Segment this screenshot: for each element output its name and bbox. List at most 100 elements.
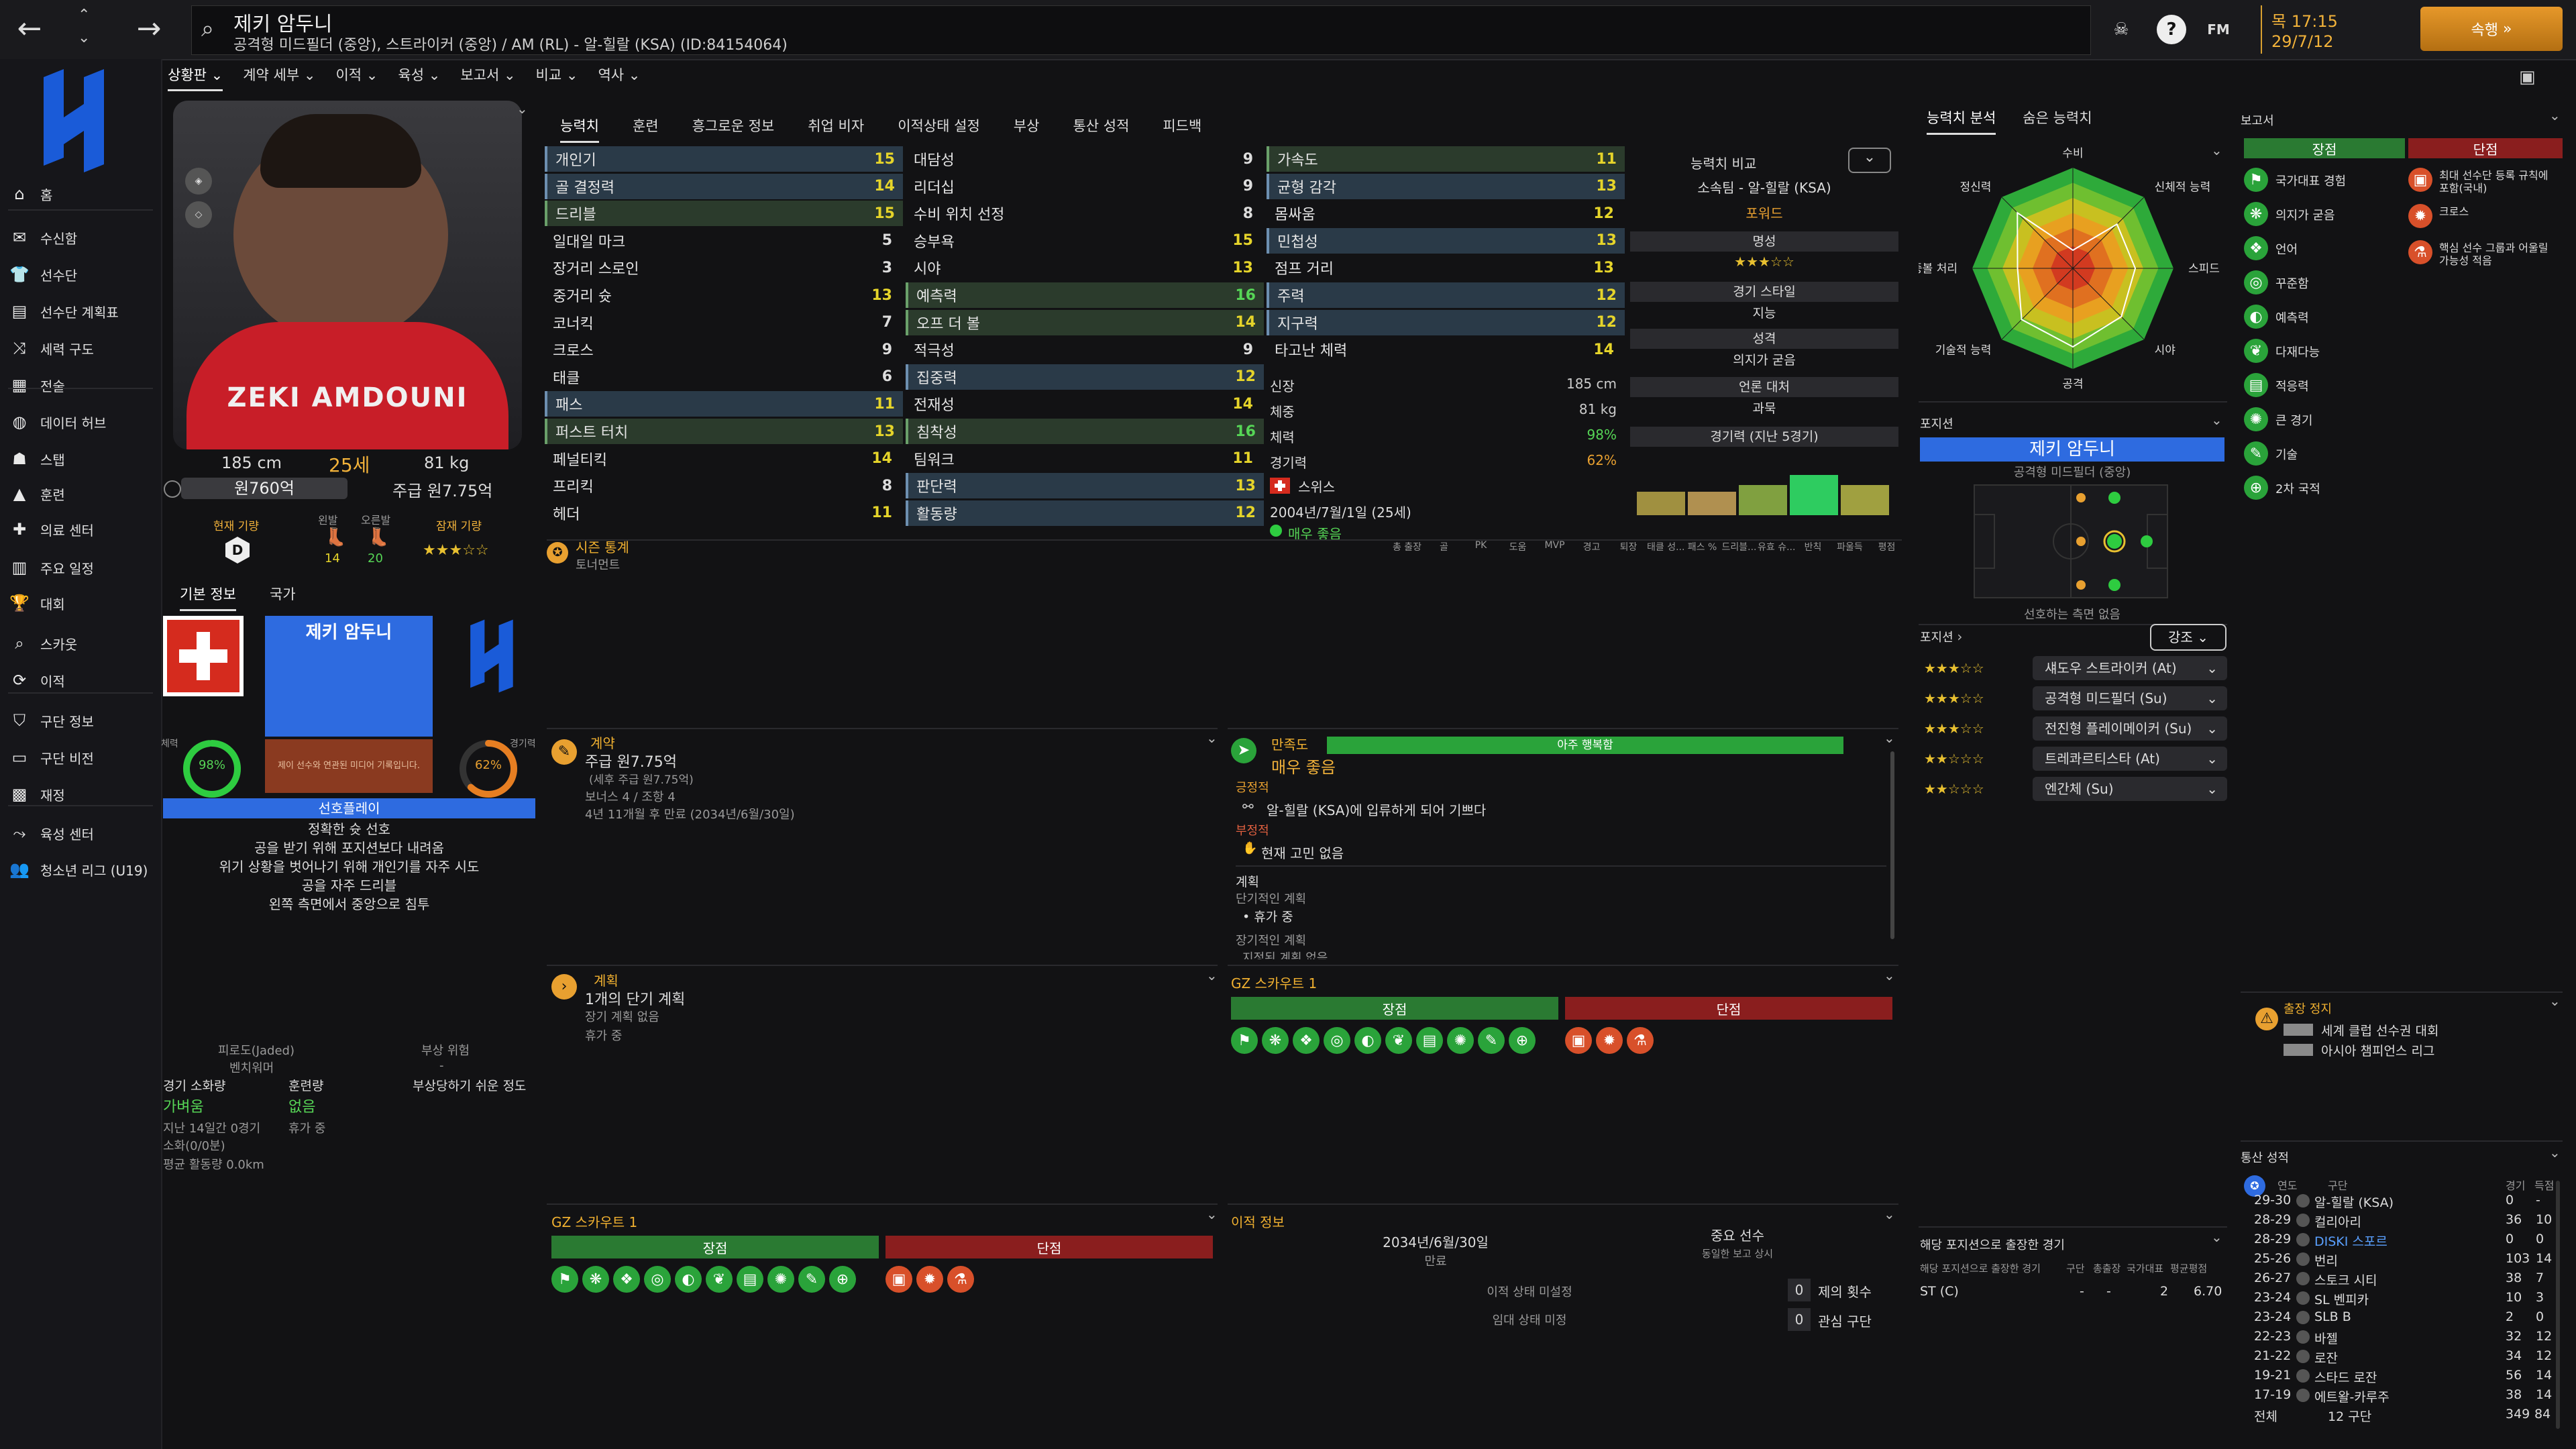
collapse-chevron-icon[interactable]: ⌄ xyxy=(2549,107,2561,123)
career-row[interactable]: 28-29 컬리아리 36 10 xyxy=(2244,1211,2552,1231)
report-strength-text: 꾸준함 xyxy=(2275,277,2309,291)
collapse-chevron-icon[interactable]: ⌄ xyxy=(2549,993,2561,1009)
subnav-item[interactable]: 비교 ⌄ xyxy=(535,67,578,83)
collapse-chevron-icon[interactable]: ⌄ xyxy=(2211,412,2222,428)
skull-icon[interactable]: ☠ xyxy=(2113,19,2129,40)
tab-main[interactable]: 취업 비자 xyxy=(808,118,865,134)
role-row[interactable]: ★★★☆☆ 전진형 플레이메이커 (Su) ⌄ xyxy=(1919,715,2227,742)
career-row[interactable]: 25-26 번리 103 14 xyxy=(2244,1250,2552,1270)
sidebar-item-transfers[interactable]: ⟳ 이적 xyxy=(0,664,161,696)
subnav-item[interactable]: 보고서 ⌄ xyxy=(460,67,516,83)
sidebar-item-inbox[interactable]: ✉ 수신함 xyxy=(0,221,161,254)
tab-main[interactable]: 통산 성적 xyxy=(1073,118,1130,134)
collapse-chevron-icon[interactable]: ⌄ xyxy=(2211,142,2222,158)
chevron-down-icon[interactable]: ⌄ xyxy=(78,30,91,46)
ability-grade-badge: D xyxy=(225,537,250,564)
tab-main[interactable]: 피드백 xyxy=(1163,118,1202,134)
attribute-value: 8 xyxy=(1242,205,1253,222)
collapse-chevron-icon[interactable]: ⌄ xyxy=(1884,967,1895,983)
collapse-chevron-icon[interactable]: ⌄ xyxy=(2211,1229,2222,1245)
sidebar-item-data-hub[interactable]: ◍ 데이터 허브 xyxy=(0,406,161,438)
collapse-chevron-icon[interactable]: ⌄ xyxy=(1206,967,1218,983)
gz-report-title-2[interactable]: GZ 스카우트 1 xyxy=(551,1214,638,1230)
role-row[interactable]: ★★★☆☆ 공격형 미드필더 (Su) ⌄ xyxy=(1919,685,2227,712)
tab-ability-analysis[interactable]: 능력치 분석 xyxy=(1927,107,1996,135)
chevron-up-icon[interactable]: ⌃ xyxy=(78,7,91,23)
collapse-chevron-icon[interactable]: ⌄ xyxy=(2549,1144,2561,1161)
transfer-info-title[interactable]: 이적 정보 xyxy=(1231,1214,1285,1230)
roles-title[interactable]: 포지션 › xyxy=(1920,629,1963,645)
career-row[interactable]: 23-24 SLB B 2 0 xyxy=(2244,1308,2544,1328)
attribute-name: 가속도 xyxy=(1277,152,1318,169)
role-stars: ★★★☆☆ xyxy=(1924,690,1984,706)
search-bar[interactable]: ⌕ 제키 암두니 공격형 미드필더 (중앙), 스트라이커 (중앙) / AM … xyxy=(191,5,2091,55)
tab-main[interactable]: 훈련 xyxy=(632,118,659,134)
sidebar-item-scouting[interactable]: ⌕ 스카웃 xyxy=(0,627,161,659)
sidebar-item-schedule[interactable]: ▥ 주요 일정 xyxy=(0,551,161,584)
career-row[interactable]: 17-19 에트왈-카루주 38 14 xyxy=(2244,1386,2552,1406)
sidebar-item-squad-plan[interactable]: ▤ 선수단 계획표 xyxy=(0,295,161,327)
tab-basic-info[interactable]: 기본 정보 xyxy=(180,584,236,611)
sidebar-item-club-info[interactable]: ⛉ 구단 정보 xyxy=(0,704,161,737)
season-stats-title[interactable]: 시즌 통계 xyxy=(576,539,629,555)
season-stats-column: 드리블... xyxy=(1721,542,1757,553)
career-scrollbar[interactable] xyxy=(2556,1181,2560,1429)
collapse-chevron-icon[interactable]: ⌄ xyxy=(1884,1206,1895,1222)
fm-icon[interactable]: FM xyxy=(2207,21,2230,38)
tab-main[interactable]: 부상 xyxy=(1013,118,1040,134)
subnav-item[interactable]: 육성 ⌄ xyxy=(398,67,441,83)
sidebar-item-tactics[interactable]: ▦ 전술 xyxy=(0,369,161,401)
tab-nation[interactable]: 국가 xyxy=(269,586,296,602)
career-row[interactable]: 26-27 스토크 시티 38 7 xyxy=(2244,1269,2544,1289)
subnav-item[interactable]: 상황판 ⌄ xyxy=(168,64,223,91)
career-row[interactable]: 22-23 바젤 32 12 xyxy=(2244,1328,2552,1348)
career-row[interactable]: 28-29 DISKI 스포르 0 0 xyxy=(2244,1230,2544,1250)
collapse-chevron-icon[interactable]: ⌄ xyxy=(1206,730,1218,746)
role-row[interactable]: ★★★☆☆ 섀도우 스트라이커 (At) ⌄ xyxy=(1919,655,2227,682)
subnav-item[interactable]: 계약 세부 ⌄ xyxy=(243,67,316,83)
display-toggle-icon[interactable]: ▣ xyxy=(2519,67,2536,87)
career-row[interactable]: 23-24 SL 벤피카 10 3 xyxy=(2244,1289,2544,1309)
tab-hidden-attributes[interactable]: 숨은 능력치 xyxy=(2023,110,2092,126)
sidebar-item-squad[interactable]: 👕 선수단 xyxy=(0,258,161,290)
gz-report-title[interactable]: GZ 스카우트 1 xyxy=(1231,975,1318,991)
sidebar-item-club-vision[interactable]: ▭ 구단 비전 xyxy=(0,741,161,773)
sidebar-item-label: 의료 센터 xyxy=(40,522,94,539)
sidebar-item-staff[interactable]: ☗ 스탭 xyxy=(0,443,161,475)
roles-filter-dropdown[interactable]: 강조 ⌄ xyxy=(2150,624,2226,651)
sidebar-item-dev-centre[interactable]: ⤳ 육성 센터 xyxy=(0,817,161,849)
back-arrow-icon[interactable]: ← xyxy=(17,11,42,46)
sidebar-item-finances[interactable]: ▩ 재정 xyxy=(0,778,161,810)
sidebar-item-home[interactable]: ⌂ 홈 xyxy=(0,178,161,210)
long-plan-label: 장기적인 계획 xyxy=(1236,934,1307,948)
sidebar-item-competitions[interactable]: 🏆 대회 xyxy=(0,587,161,619)
subnav-item[interactable]: 이적 ⌄ xyxy=(335,67,378,83)
help-icon[interactable]: ? xyxy=(2157,15,2186,44)
forward-arrow-icon[interactable]: → xyxy=(136,11,162,46)
collapse-chevron-icon[interactable]: ⌄ xyxy=(1206,1206,1218,1222)
collapse-chevron-icon[interactable]: ⌄ xyxy=(1884,730,1895,746)
tab-main[interactable]: 능력치 xyxy=(560,115,599,143)
career-row[interactable]: 21-22 로잔 34 12 xyxy=(2244,1347,2552,1367)
happiness-scrollbar[interactable] xyxy=(1890,751,1894,939)
tab-main[interactable]: 흥그로운 정보 xyxy=(692,118,775,134)
subnav-item[interactable]: 역사 ⌄ xyxy=(598,67,641,83)
career-row[interactable]: 29-30 알-힐랄 (KSA) 0 - xyxy=(2244,1191,2540,1212)
left-foot-value: 14 xyxy=(325,551,340,566)
continue-button[interactable]: 속행 » xyxy=(2420,7,2563,51)
sidebar-item-training[interactable]: ▲ 훈련 xyxy=(0,478,161,510)
comparison-dropdown[interactable]: ⌄ xyxy=(1848,148,1891,173)
sidebar-item-dynamics[interactable]: ⤨ 세력 구도 xyxy=(0,332,161,364)
tab-main[interactable]: 이적상태 설정 xyxy=(898,118,980,134)
plans-title[interactable]: 계획 xyxy=(594,973,619,989)
role-row[interactable]: ★★☆☆☆ 엔간체 (Su) ⌄ xyxy=(1919,775,2227,802)
contract-title[interactable]: 계약 xyxy=(590,735,615,751)
sidebar-item-youth-league[interactable]: 👥 청소년 리그 (U19) xyxy=(0,853,161,885)
role-row[interactable]: ★★☆☆☆ 트레콰르티스타 (At) ⌄ xyxy=(1919,745,2227,772)
loan-status: 임대 상태 미정 xyxy=(1492,1313,1567,1328)
collapse-chevron-icon[interactable]: ⌄ xyxy=(517,101,528,117)
career-row[interactable]: 19-21 스타드 로잔 56 14 xyxy=(2244,1366,2552,1387)
sidebar-item-medical[interactable]: ✚ 의료 센터 xyxy=(0,513,161,545)
happiness-title[interactable]: 만족도 xyxy=(1271,737,1309,753)
report-strength-icon: ❋ xyxy=(2244,202,2268,226)
